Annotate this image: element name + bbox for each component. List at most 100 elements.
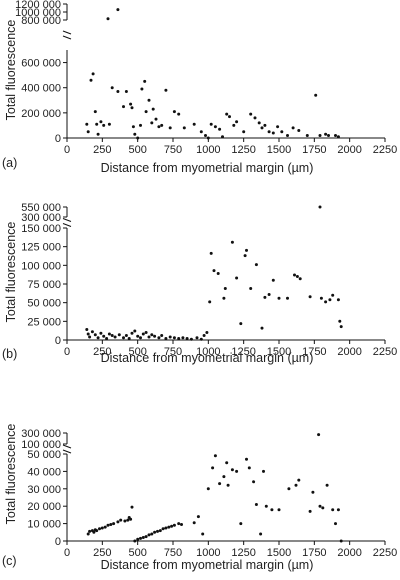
data-point-b <box>319 296 323 300</box>
data-point-b <box>153 334 157 338</box>
data-point-c <box>100 526 104 530</box>
y-tick-label-b: 25 000 <box>27 316 61 328</box>
data-point-c <box>109 523 113 526</box>
data-point-b <box>209 251 213 255</box>
data-point-a <box>286 134 289 137</box>
data-point-b <box>216 272 220 275</box>
data-point-b <box>150 333 154 337</box>
data-point-a <box>257 121 261 125</box>
data-point-c <box>245 457 248 461</box>
data-point-a <box>192 122 196 126</box>
data-point-a <box>143 79 147 83</box>
data-point-a <box>131 125 135 129</box>
data-point-b <box>254 263 258 267</box>
data-point-a <box>116 8 120 12</box>
data-point-c <box>123 519 127 523</box>
x-tick-label-b: 1750 <box>302 346 326 358</box>
panel-a: Total fluorescence (a) Distance from myo… <box>2 0 397 175</box>
x-tick-label-a: 1000 <box>196 144 220 156</box>
panel-label-c: (c) <box>2 554 17 568</box>
data-point-b <box>202 334 206 337</box>
y-tick-label-c: 40 000 <box>27 466 61 478</box>
data-point-b <box>130 331 134 335</box>
data-point-b <box>124 334 128 337</box>
data-point-a <box>305 134 309 137</box>
data-point-c <box>144 535 148 539</box>
axis-break-a <box>62 35 72 40</box>
data-point-b <box>208 300 212 304</box>
y-tick-label-c: 50 000 <box>27 449 61 461</box>
panel-b: Total fluorescence (b) Distance from myo… <box>2 202 397 365</box>
data-point-c <box>211 466 215 470</box>
data-point-c <box>262 469 265 473</box>
data-point-c <box>92 530 96 534</box>
data-point-a <box>160 123 164 127</box>
data-point-a <box>253 116 257 120</box>
x-tick-label-b: 250 <box>93 346 111 358</box>
data-point-b <box>88 335 92 339</box>
data-point-a <box>130 106 134 110</box>
data-point-c <box>129 517 133 521</box>
data-point-a <box>133 132 137 136</box>
data-point-c <box>196 515 200 519</box>
data-point-b <box>127 337 131 340</box>
y-tick-label-b: 0 <box>55 335 61 347</box>
data-point-a <box>154 117 158 121</box>
data-point-a <box>136 136 140 140</box>
data-point-c <box>218 482 222 486</box>
data-point-a <box>267 130 271 134</box>
data-point-b <box>295 275 299 278</box>
data-point-c <box>239 522 243 526</box>
data-point-a <box>232 123 236 127</box>
data-point-c <box>318 504 322 508</box>
x-tick-label-c: 1250 <box>231 547 255 559</box>
data-point-a <box>147 98 151 102</box>
data-point-a <box>140 87 144 91</box>
data-point-c <box>334 522 337 526</box>
data-point-c <box>339 539 343 543</box>
data-point-b <box>144 331 148 334</box>
data-point-c <box>259 532 263 536</box>
x-tick-label-c: 750 <box>164 547 182 559</box>
data-point-a <box>151 107 155 111</box>
data-point-b <box>90 330 94 334</box>
data-point-a <box>124 90 128 93</box>
data-point-a <box>218 127 222 131</box>
x-tick-label-c: 2000 <box>337 547 361 559</box>
data-point-b <box>263 295 267 299</box>
y-tick-label-c: 100 000 <box>21 439 61 451</box>
x-tick-label-b: 1000 <box>196 346 220 358</box>
data-point-b <box>308 295 312 299</box>
data-point-a <box>157 125 161 129</box>
data-point-b <box>336 298 340 302</box>
data-point-b <box>160 334 164 337</box>
x-tick-label-a: 500 <box>128 144 146 156</box>
data-point-a <box>99 120 103 124</box>
data-point-a <box>314 93 318 97</box>
x-tick-label-a: 0 <box>64 144 70 156</box>
y-axis-label-c: Total fluorescence <box>4 424 18 525</box>
data-point-b <box>181 336 185 340</box>
data-point-c <box>172 523 176 527</box>
data-point-b <box>96 336 100 340</box>
data-point-b <box>298 277 302 281</box>
data-point-b <box>136 334 140 338</box>
data-point-b <box>243 254 247 258</box>
x-tick-label-a: 750 <box>164 144 182 156</box>
data-point-a <box>182 126 186 130</box>
x-axis-label-c: Distance from myometrial margin (µm) <box>101 558 314 572</box>
data-point-c <box>252 480 256 484</box>
data-point-b <box>147 335 151 339</box>
x-tick-label-c: 0 <box>64 547 70 559</box>
x-tick-label-a: 1250 <box>231 144 255 156</box>
data-point-a <box>324 132 328 136</box>
data-point-a <box>280 130 284 134</box>
data-point-b <box>117 333 121 337</box>
data-point-b <box>133 329 137 333</box>
x-tick-label-b: 1250 <box>231 346 255 358</box>
y-tick-label-b: 100 000 <box>21 260 61 272</box>
x-tick-label-c: 500 <box>128 547 146 559</box>
x-tick-label-c: 1000 <box>196 547 220 559</box>
data-point-a <box>249 112 253 116</box>
data-point-a <box>139 123 142 127</box>
